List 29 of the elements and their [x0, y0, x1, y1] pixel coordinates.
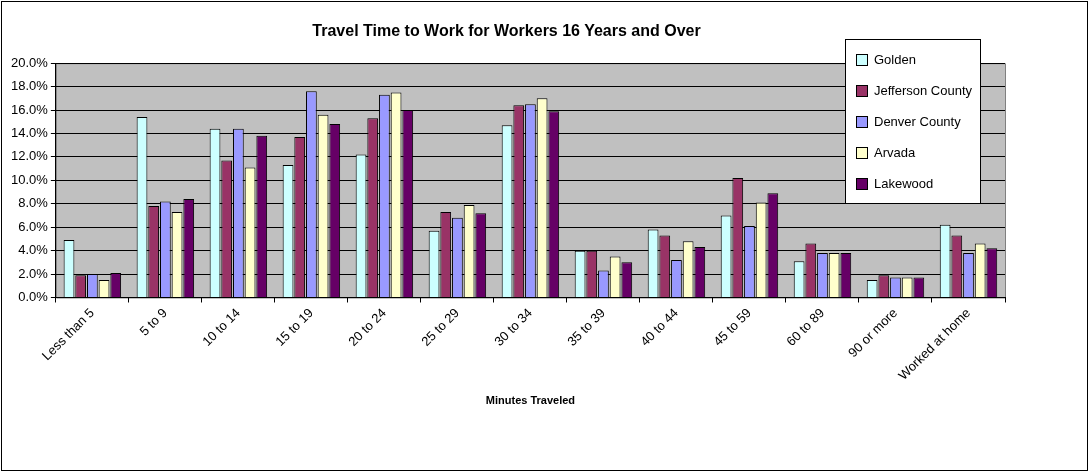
- x-tick-label: 40 to 44: [637, 305, 682, 349]
- x-tick-label: 25 to 29: [418, 305, 463, 349]
- y-tick-label: 0.0%: [18, 289, 49, 305]
- y-tick-label: 14.0%: [10, 125, 49, 141]
- x-tick-label: 35 to 39: [564, 305, 609, 349]
- legend-label: Jefferson County: [874, 83, 973, 99]
- legend-label: Golden: [874, 52, 916, 68]
- y-tick-label: 8.0%: [18, 195, 49, 211]
- y-tick-label: 20.0%: [10, 54, 49, 70]
- x-tick-label: 15 to 19: [272, 305, 317, 349]
- y-tick-label: 10.0%: [10, 171, 49, 187]
- x-tick-label: 45 to 59: [710, 305, 755, 349]
- chart-title: Travel Time to Work for Workers 16 Years and Over: [312, 22, 701, 40]
- legend-label: Lakewood: [874, 176, 934, 192]
- legend-label: Denver County: [874, 114, 961, 130]
- x-tick-label: 5 to 9: [136, 305, 171, 339]
- x-tick-label: 30 to 34: [491, 305, 536, 349]
- y-tick-label: 2.0%: [18, 265, 49, 281]
- y-tick-label: 16.0%: [10, 101, 49, 117]
- legend-label: Arvada: [874, 145, 916, 161]
- x-tick-label: 20 to 24: [345, 305, 390, 349]
- x-tick-label: 10 to 14: [199, 305, 244, 349]
- x-tick-label: 60 to 89: [783, 305, 828, 349]
- y-tick-label: 12.0%: [10, 148, 49, 164]
- x-axis-title: Minutes Traveled: [485, 394, 576, 407]
- x-tick-label: Less than 5: [38, 305, 98, 364]
- y-tick-label: 4.0%: [18, 242, 49, 258]
- y-tick-label: 18.0%: [10, 78, 49, 94]
- y-tick-label: 6.0%: [18, 218, 49, 234]
